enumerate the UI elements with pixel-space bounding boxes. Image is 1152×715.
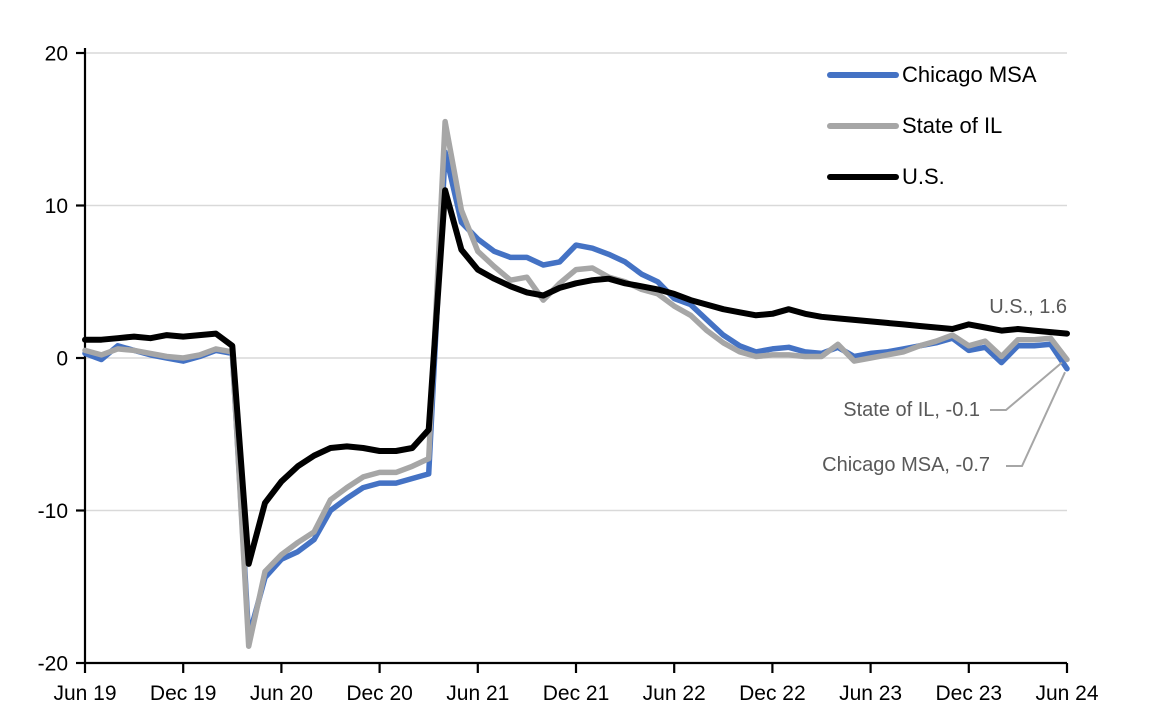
y-tick-label: -10 [38,500,68,523]
legend-line-sample-us [827,173,899,180]
legend-label-us: U.S. [902,163,945,189]
series-line-state-of-il [82,118,1070,649]
x-tick-label: Dec 21 [543,682,610,705]
leader-line-state-of-il [990,361,1063,411]
x-tick-label: Dec 23 [936,682,1003,705]
annotation-state-of-il: State of IL, -0.1 [843,399,980,421]
x-tick-label: Jun 19 [53,682,116,705]
y-tick-label: 10 [45,195,68,218]
legend-label-chicago-msa: Chicago MSA [902,61,1037,87]
leader-line-chicago-msa [1006,371,1066,467]
x-tick-label: Jun 22 [643,682,706,705]
x-tick-label: Jun 24 [1035,682,1098,705]
y-tick-label: -20 [38,653,68,676]
x-tick-label: Dec 19 [150,682,217,705]
legend-line-sample-chicago-msa [827,71,899,78]
y-tick-label: 0 [56,348,68,371]
series-line-u-s- [82,187,1070,567]
x-tick-label: Jun 21 [446,682,509,705]
y-tick-label: 20 [45,43,68,66]
legend-line-sample-state-of-il [827,122,899,129]
x-tick-label: Dec 20 [346,682,413,705]
annotation-us: U.S., 1.6 [989,296,1067,318]
annotation-chicago-msa: Chicago MSA, -0.7 [822,454,990,476]
x-tick-label: Dec 22 [739,682,806,705]
legend-item-us: U.S. [827,151,1037,202]
legend-item-state-of-il: State of IL [827,100,1037,151]
legend-label-state-of-il: State of IL [902,112,1003,138]
legend-item-chicago-msa: Chicago MSA [827,49,1037,100]
x-tick-label: Jun 23 [839,682,902,705]
legend: Chicago MSA State of IL U.S. [827,49,1037,202]
x-tick-label: Jun 20 [250,682,313,705]
